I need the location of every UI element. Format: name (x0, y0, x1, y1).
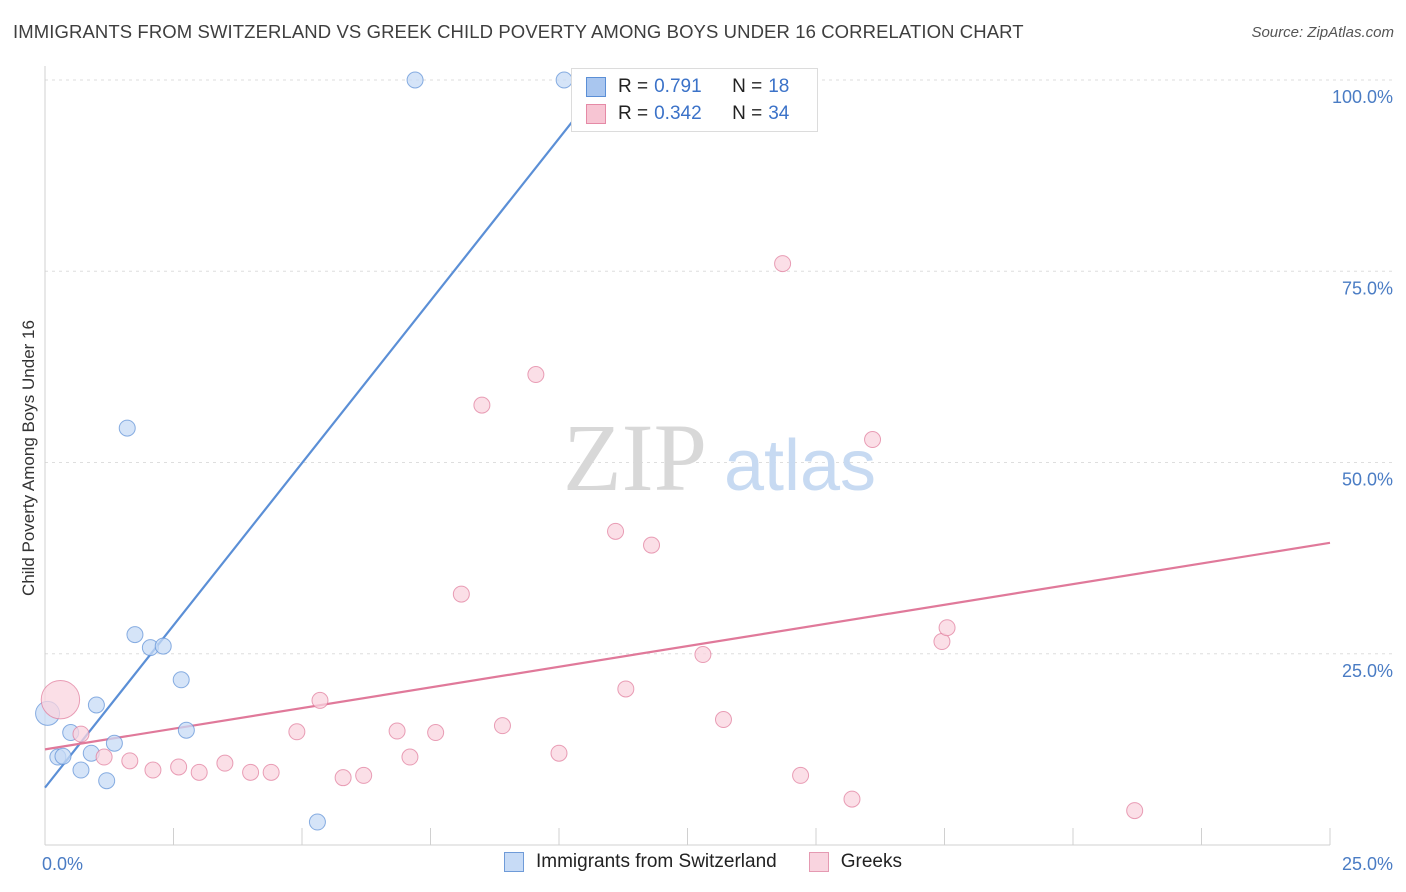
point-greeks (288, 723, 306, 741)
point-greeks (714, 711, 732, 729)
watermark-atlas: atlas (724, 426, 876, 506)
point-greeks (170, 758, 188, 776)
point-greeks (643, 536, 661, 554)
point-greeks (864, 431, 882, 449)
point-greeks (262, 763, 280, 781)
x-tick-label: 25.0% (1342, 854, 1393, 874)
legend-item-switzerland[interactable]: Immigrants from Switzerland (504, 851, 777, 873)
y-tick-labels: 25.0% 50.0% 75.0% 100.0% (1332, 87, 1393, 681)
point-switzerland (126, 626, 144, 644)
r-value: 0.342 (654, 103, 702, 124)
data-points (35, 71, 1144, 831)
point-switzerland (72, 761, 90, 779)
point-greeks (334, 769, 352, 787)
n-label: N = (732, 76, 763, 97)
r-label: R = (618, 76, 649, 97)
point-greeks (242, 763, 260, 781)
point-greeks (355, 766, 373, 784)
point-switzerland (177, 721, 195, 739)
point-greeks (427, 724, 445, 742)
point-greeks (401, 748, 419, 766)
chart-title: IMMIGRANTS FROM SWITZERLAND VS GREEK CHI… (13, 21, 1024, 42)
point-greeks (1126, 802, 1144, 820)
point-greeks (617, 680, 635, 698)
source-label: Source: ZipAtlas.com (1251, 24, 1394, 41)
r-label: R = (618, 103, 649, 124)
gridlines (45, 79, 1392, 655)
point-greeks (527, 366, 545, 384)
legend-swatch-blue (504, 852, 524, 872)
point-switzerland (87, 696, 105, 714)
point-greeks (774, 255, 792, 273)
point-greeks (95, 748, 113, 766)
point-greeks (452, 585, 470, 603)
legend-swatch-blue (586, 77, 606, 97)
point-greeks (607, 522, 625, 540)
point-switzerland (555, 71, 573, 89)
legend-item-greeks[interactable]: Greeks (808, 851, 902, 873)
x-tick-label: 0.0% (42, 854, 83, 874)
point-switzerland (98, 772, 116, 790)
stats-row-switzerland: R = 0.791 N = 18 (586, 74, 789, 100)
point-greeks (311, 691, 329, 709)
r-value: 0.791 (654, 76, 702, 97)
legend-label: Immigrants from Switzerland (536, 851, 777, 872)
point-greeks (388, 722, 406, 740)
y-tick-label: 100.0% (1332, 87, 1393, 107)
watermark-zip: ZIP (563, 404, 707, 511)
point-greeks (121, 752, 139, 770)
y-tick-label: 75.0% (1342, 278, 1393, 298)
x-tick-labels: 0.0% 25.0% (42, 854, 1393, 874)
trendline-greeks (44, 541, 1331, 751)
point-switzerland (54, 747, 72, 765)
n-value: 34 (768, 103, 790, 124)
point-greeks (72, 725, 90, 743)
legend-swatch-pink (808, 852, 829, 872)
legend-swatch-pink (586, 104, 606, 124)
point-switzerland (118, 419, 136, 437)
point-greeks (550, 744, 568, 762)
point-greeks (40, 679, 81, 720)
stats-legend: R = 0.791 N = 18 R = 0.342 N = 34 (571, 68, 818, 132)
n-value: 18 (768, 76, 790, 97)
point-greeks (144, 761, 162, 779)
point-switzerland (172, 671, 190, 689)
trendline-switzerland (44, 79, 607, 789)
trend-lines (44, 79, 1331, 789)
point-greeks (843, 790, 861, 808)
watermark: ZIP atlas (563, 404, 876, 511)
point-greeks (190, 763, 208, 781)
point-greeks (473, 396, 491, 414)
point-greeks (938, 619, 956, 637)
n-label: N = (732, 103, 763, 124)
series-legend: Immigrants from Switzerland Greeks (0, 851, 1406, 873)
point-switzerland (154, 637, 172, 655)
y-tick-label: 25.0% (1342, 661, 1393, 681)
point-greeks (216, 754, 234, 772)
point-switzerland (406, 71, 424, 89)
point-switzerland (308, 813, 326, 831)
point-switzerland (105, 734, 123, 752)
stats-row-greeks: R = 0.342 N = 34 (586, 101, 789, 127)
point-greeks (792, 766, 810, 784)
point-greeks (493, 717, 511, 735)
y-tick-label: 50.0% (1342, 470, 1393, 490)
point-greeks (694, 646, 712, 664)
legend-label: Greeks (840, 851, 902, 872)
y-axis-title: Child Poverty Among Boys Under 16 (19, 320, 38, 596)
